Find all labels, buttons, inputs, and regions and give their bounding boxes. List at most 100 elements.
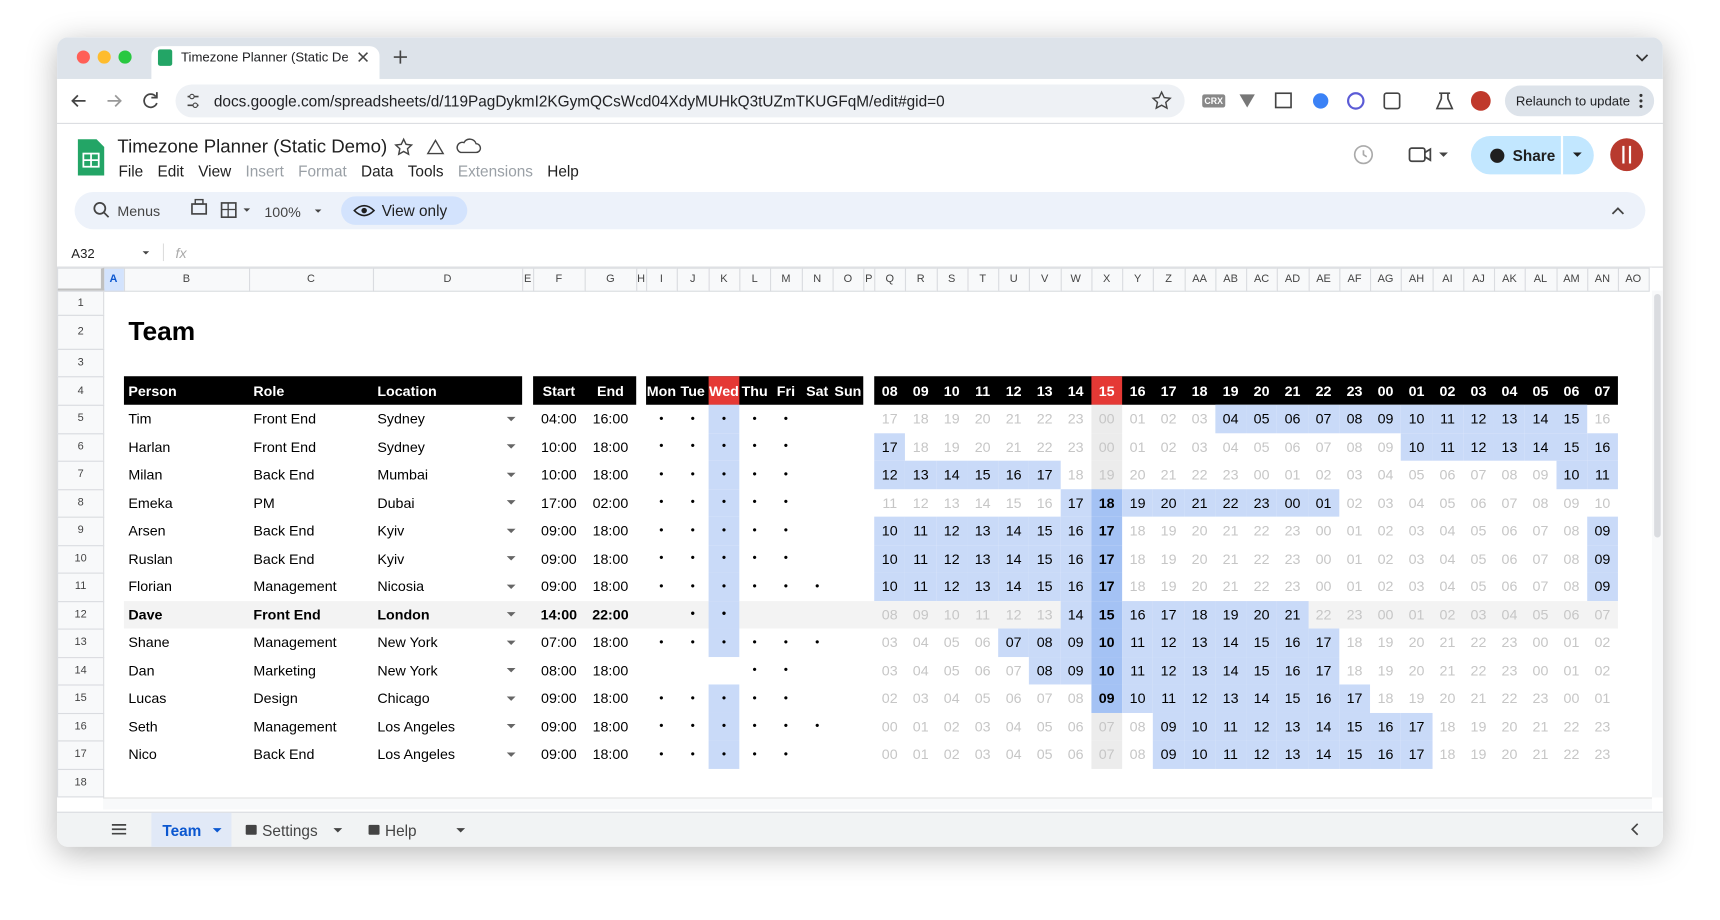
cell: 17 <box>1153 600 1185 629</box>
cell: 06 <box>974 634 991 651</box>
title-icons[interactable] <box>0 0 1448 165</box>
cell: 08 <box>1339 404 1371 433</box>
tab[interactable] <box>151 46 380 79</box>
sheet-tab[interactable]: Help <box>385 821 417 839</box>
tab-title[interactable]: Timezone Planner (Static De <box>180 49 348 65</box>
dropdown-arrow[interactable] <box>506 640 516 645</box>
dropdown-arrow[interactable] <box>506 584 516 589</box>
cell: 08 <box>1563 550 1580 567</box>
dropdown-arrow[interactable] <box>506 528 516 533</box>
share-label[interactable]: Share <box>1512 146 1556 165</box>
cell: 23 <box>1284 550 1301 567</box>
cell: 20 <box>1501 746 1518 763</box>
column-letter: K <box>720 273 728 286</box>
column-header <box>1153 267 1186 292</box>
menu-item[interactable]: Insert <box>245 162 284 180</box>
cell: 06 <box>1501 578 1518 595</box>
cell: 03 <box>1346 466 1363 483</box>
cell: 01 <box>1346 550 1363 567</box>
menu-item[interactable]: Extensions <box>457 162 533 180</box>
cell: 08 <box>1067 690 1084 707</box>
cell: 23 <box>1501 662 1518 679</box>
column-letter: X <box>1102 273 1111 286</box>
cell: 09:00 <box>541 522 577 539</box>
menu-bar: File Edit View Insert Format Data Tools Extensi… <box>118 161 666 181</box>
cell: 12 <box>1246 740 1278 769</box>
relaunch-button[interactable] <box>1504 85 1655 117</box>
dropdown-arrow[interactable] <box>506 444 516 449</box>
share-icons[interactable] <box>0 0 1644 172</box>
cell: 18:00 <box>592 522 629 539</box>
column-letter: P <box>865 273 873 286</box>
name-box[interactable]: A32 <box>71 245 95 261</box>
view-only-label[interactable]: View only <box>381 201 448 220</box>
column-header <box>533 267 586 292</box>
cell: 22 <box>1563 718 1580 735</box>
menu-item[interactable]: Data <box>361 162 394 180</box>
cell: 02 <box>1377 550 1394 567</box>
hamburger[interactable] <box>0 0 1639 836</box>
crx-icon[interactable]: CRX <box>1202 94 1226 108</box>
column-title: 20 <box>1253 382 1270 399</box>
column-title: 12 <box>1005 382 1022 399</box>
menu-item[interactable]: File <box>118 162 144 180</box>
column-title: 18 <box>1191 382 1208 399</box>
menus-search[interactable]: Menus <box>117 202 161 219</box>
cell: Management <box>253 634 337 651</box>
toolbar-icons[interactable] <box>0 0 1625 219</box>
dropdown-arrow[interactable] <box>506 500 516 505</box>
cell: 20 <box>1408 662 1425 679</box>
row-number: 2 <box>77 325 84 338</box>
column-title: 15 <box>1091 376 1123 405</box>
extension-icons[interactable] <box>0 0 1491 111</box>
column-letter: V <box>1040 273 1049 286</box>
header-bg <box>874 376 1618 405</box>
zoom[interactable]: 100% <box>264 203 301 220</box>
dropdown-arrow[interactable] <box>506 556 516 561</box>
cell: 18:00 <box>592 746 629 763</box>
menu-item[interactable]: Tools <box>407 162 444 180</box>
sheet-tab[interactable]: Settings <box>262 821 318 839</box>
column-title: 09 <box>912 382 929 399</box>
cell: 06 <box>1067 718 1084 735</box>
relaunch-label[interactable]: Relaunch to update <box>1515 93 1631 109</box>
column-title: 02 <box>1439 382 1456 399</box>
menu-item[interactable]: Help <box>547 162 579 180</box>
menu-dots[interactable] <box>0 0 1643 108</box>
dropdown-arrow[interactable] <box>506 612 516 617</box>
cell: 14 <box>1215 656 1247 685</box>
cell: 04 <box>943 690 960 707</box>
dropdown-arrow[interactable] <box>506 472 516 477</box>
dropdown-arrow[interactable] <box>506 752 516 757</box>
column-letter: AN <box>1594 273 1611 286</box>
cell: • <box>752 635 757 650</box>
cell: 10 <box>1122 684 1154 713</box>
cell: 15 <box>1246 656 1278 685</box>
dropdown-arrow[interactable] <box>506 724 516 729</box>
dropdown-arrow[interactable] <box>506 668 516 673</box>
cell: 21 <box>1222 578 1239 595</box>
tab-close[interactable] <box>0 0 1649 64</box>
menu-item[interactable]: Format <box>298 162 347 180</box>
cell: • <box>690 440 695 454</box>
url-bar[interactable] <box>175 84 1185 118</box>
site-info[interactable] <box>0 0 1172 110</box>
menu-item[interactable]: View <box>198 162 232 180</box>
nav-buttons[interactable] <box>0 0 158 109</box>
row-number: 1 <box>77 296 84 309</box>
cell: 19 <box>1408 690 1425 707</box>
cell: 05 <box>974 690 991 707</box>
url[interactable]: docs.google.com/spreadsheets/d/119PagDyk… <box>213 92 945 110</box>
cell: 09:00 <box>541 690 577 707</box>
dropdown-arrow[interactable] <box>506 696 516 701</box>
doc-title[interactable]: Timezone Planner (Static Demo) <box>117 136 388 157</box>
cell: 01 <box>912 718 929 735</box>
cell: 03 <box>881 634 898 651</box>
cell: 18 <box>1129 522 1146 539</box>
cell: 19 <box>1160 578 1177 595</box>
dropdown-arrow[interactable] <box>506 416 516 421</box>
cell: 10 <box>1184 712 1216 741</box>
column-header <box>248 267 375 292</box>
menu-item[interactable]: Edit <box>157 162 184 180</box>
sheet-tab[interactable]: Team <box>162 821 202 839</box>
